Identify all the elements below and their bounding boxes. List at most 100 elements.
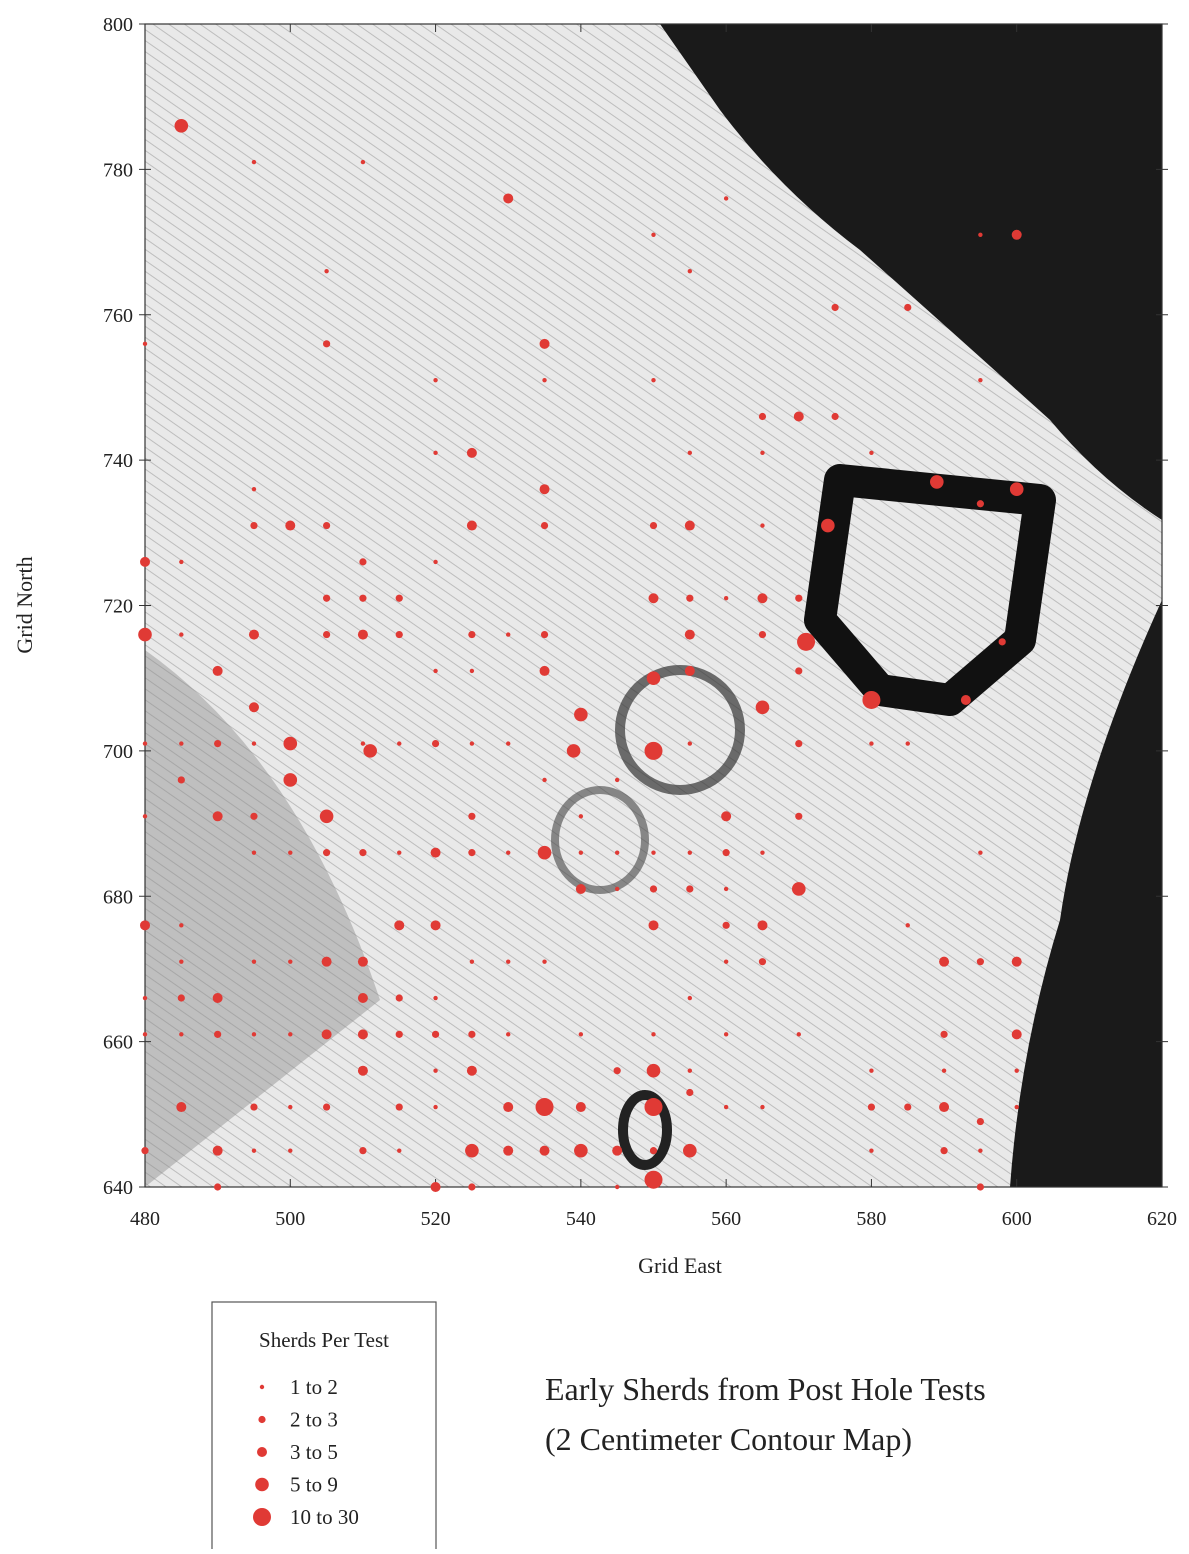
sherd-point <box>468 1031 475 1038</box>
sherd-point <box>760 1105 764 1109</box>
sherd-point <box>359 558 366 565</box>
legend-label: 5 to 9 <box>290 1473 338 1497</box>
sherd-point <box>721 811 731 821</box>
sherd-point <box>542 959 546 963</box>
sherd-point <box>930 475 944 489</box>
sherd-point <box>179 632 183 636</box>
sherd-point <box>506 1032 510 1036</box>
sherd-point <box>651 233 655 237</box>
sherd-point <box>724 959 728 963</box>
sherd-point <box>541 522 548 529</box>
sherd-point <box>179 923 183 927</box>
sherd-point <box>724 887 728 891</box>
sherd-point <box>1012 230 1022 240</box>
sherd-point <box>869 1069 873 1073</box>
sherd-point <box>433 451 437 455</box>
sherd-point <box>757 920 767 930</box>
chart: Grid East Grid North Sherds Per Test Ear… <box>0 0 1189 1549</box>
sherd-point <box>978 233 982 237</box>
sherd-point <box>614 1067 621 1074</box>
sherd-point <box>906 923 910 927</box>
sherd-point <box>433 378 437 382</box>
sherd-point <box>869 741 873 745</box>
sherd-point <box>361 160 365 164</box>
sherd-point <box>832 304 839 311</box>
sherd-point <box>686 1089 693 1096</box>
sherd-point <box>688 1069 692 1073</box>
y-tick-label: 740 <box>103 450 133 472</box>
sherd-point <box>178 776 185 783</box>
sherd-point <box>467 521 477 531</box>
sherd-point <box>760 523 764 527</box>
page: {"chart_data": {"type": "scatter", "xlab… <box>0 0 1189 1554</box>
sherd-point <box>686 885 693 892</box>
sherd-point <box>358 993 368 1003</box>
sherd-point <box>363 744 377 758</box>
sherd-point <box>868 1103 875 1110</box>
sherd-point <box>576 1102 586 1112</box>
sherd-point <box>615 1185 619 1189</box>
x-tick-label: 620 <box>1147 1208 1177 1230</box>
sherd-point <box>645 742 663 760</box>
legend-marker <box>253 1508 271 1526</box>
sherd-point <box>651 378 655 382</box>
sherd-point <box>323 849 330 856</box>
sherd-point <box>904 1103 911 1110</box>
sherd-point <box>759 958 766 965</box>
sherd-point <box>536 1098 554 1116</box>
sherd-point <box>252 1148 256 1152</box>
sherd-point <box>540 484 550 494</box>
sherd-point <box>1012 1029 1022 1039</box>
sherd-point <box>1010 482 1024 496</box>
sherd-point <box>797 633 815 651</box>
sherd-point <box>688 850 692 854</box>
sherd-point <box>143 1032 147 1036</box>
sherd-point <box>359 1147 366 1154</box>
sherd-point <box>651 1032 655 1036</box>
sherd-point <box>683 1144 697 1158</box>
sherd-point <box>249 702 259 712</box>
sherd-point <box>175 119 189 133</box>
sherd-point <box>213 811 223 821</box>
sherd-point <box>904 304 911 311</box>
sherd-point <box>470 959 474 963</box>
sherd-point <box>288 1105 292 1109</box>
sherd-point <box>797 1032 801 1036</box>
sherd-point <box>288 959 292 963</box>
sherd-point <box>470 741 474 745</box>
annotation: (2 Centimeter Contour Map) <box>545 1421 912 1457</box>
sherd-point <box>862 691 880 709</box>
sherd-point <box>795 813 802 820</box>
sherd-point <box>324 269 328 273</box>
sherd-point <box>358 1066 368 1076</box>
y-tick-label: 640 <box>103 1177 133 1199</box>
sherd-point <box>540 1146 550 1156</box>
sherd-point <box>645 1098 663 1116</box>
legend-marker <box>255 1478 269 1492</box>
sherd-point <box>759 413 766 420</box>
sherd-point <box>288 1148 292 1152</box>
sherd-point <box>650 522 657 529</box>
sherd-point <box>179 560 183 564</box>
sherd-point <box>649 593 659 603</box>
y-tick-label: 760 <box>103 305 133 327</box>
sherd-point <box>651 850 655 854</box>
sherd-point <box>869 451 873 455</box>
x-axis-label: Grid East <box>638 1253 722 1278</box>
sherd-point <box>724 196 728 200</box>
sherd-point <box>249 630 259 640</box>
sherd-point <box>138 628 152 642</box>
sherd-point <box>574 708 588 722</box>
sherd-point <box>574 1144 588 1158</box>
sherd-point <box>252 1032 256 1036</box>
sherd-point <box>283 737 297 751</box>
sherd-point <box>252 487 256 491</box>
sherd-point <box>977 500 984 507</box>
sherd-point <box>468 631 475 638</box>
sherd-point <box>141 1147 148 1154</box>
y-tick-label: 800 <box>103 14 133 36</box>
sherd-point <box>397 1148 401 1152</box>
sherd-point <box>322 1029 332 1039</box>
x-tick-label: 520 <box>421 1208 451 1230</box>
sherd-point <box>688 451 692 455</box>
